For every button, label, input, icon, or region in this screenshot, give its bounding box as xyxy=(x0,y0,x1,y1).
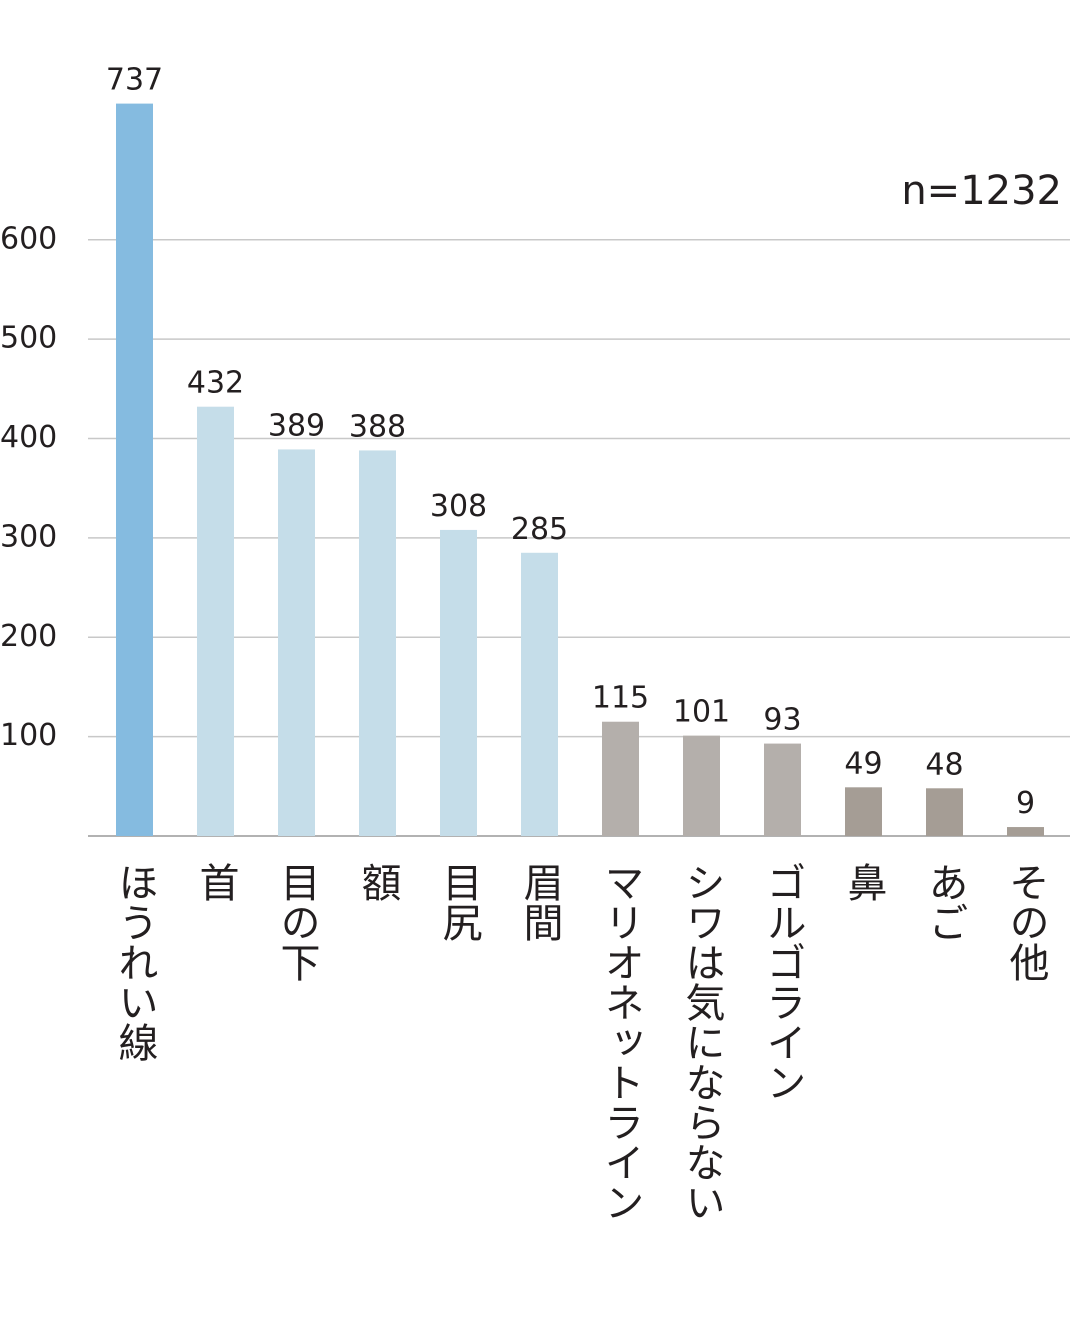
x-tick-label: 鼻 xyxy=(841,862,887,902)
y-tick-label: 500 xyxy=(0,321,57,356)
x-tick-label: 目の下 xyxy=(274,862,320,982)
x-tick-label: マリオネットライン xyxy=(598,862,644,1222)
bar xyxy=(926,788,963,836)
value-label: 93 xyxy=(763,703,801,738)
x-tick-label: 眉間 xyxy=(517,862,563,942)
y-tick-label: 100 xyxy=(0,718,57,753)
value-label: 432 xyxy=(187,366,244,401)
x-tick-label: ゴルゴライン xyxy=(760,862,806,1102)
x-tick-label: ほうれい線 xyxy=(112,862,158,1062)
bar xyxy=(1007,827,1044,836)
bar xyxy=(278,449,315,836)
bar xyxy=(440,529,477,836)
value-label: 49 xyxy=(844,746,882,781)
y-tick-label: 600 xyxy=(0,221,57,256)
value-label: 737 xyxy=(106,63,163,98)
bar xyxy=(602,721,639,836)
y-tick-label: 300 xyxy=(0,519,57,554)
value-label: 101 xyxy=(673,695,730,730)
value-label: 388 xyxy=(349,409,406,444)
value-label: 285 xyxy=(511,512,568,547)
x-tick-label: シワは気にならない xyxy=(679,862,725,1222)
bar xyxy=(845,787,882,836)
bar xyxy=(116,103,153,836)
bar xyxy=(521,552,558,836)
bar xyxy=(764,743,801,836)
bar xyxy=(359,450,396,836)
bar xyxy=(197,406,234,836)
sample-size: n=1232 xyxy=(901,168,1062,214)
x-tick-label: 額 xyxy=(355,862,401,902)
value-label: 48 xyxy=(925,747,963,782)
x-tick-label: あご xyxy=(922,862,968,942)
x-tick-label: 首 xyxy=(193,862,239,902)
y-tick-label: 200 xyxy=(0,619,57,654)
y-tick-label: 400 xyxy=(0,420,57,455)
value-label: 9 xyxy=(1016,786,1035,821)
value-label: 389 xyxy=(268,408,325,443)
x-tick-label: 目尻 xyxy=(436,862,482,942)
value-label: 115 xyxy=(592,681,649,716)
bar xyxy=(683,735,720,836)
value-label: 308 xyxy=(430,489,487,524)
x-tick-label: その他 xyxy=(1003,862,1050,982)
